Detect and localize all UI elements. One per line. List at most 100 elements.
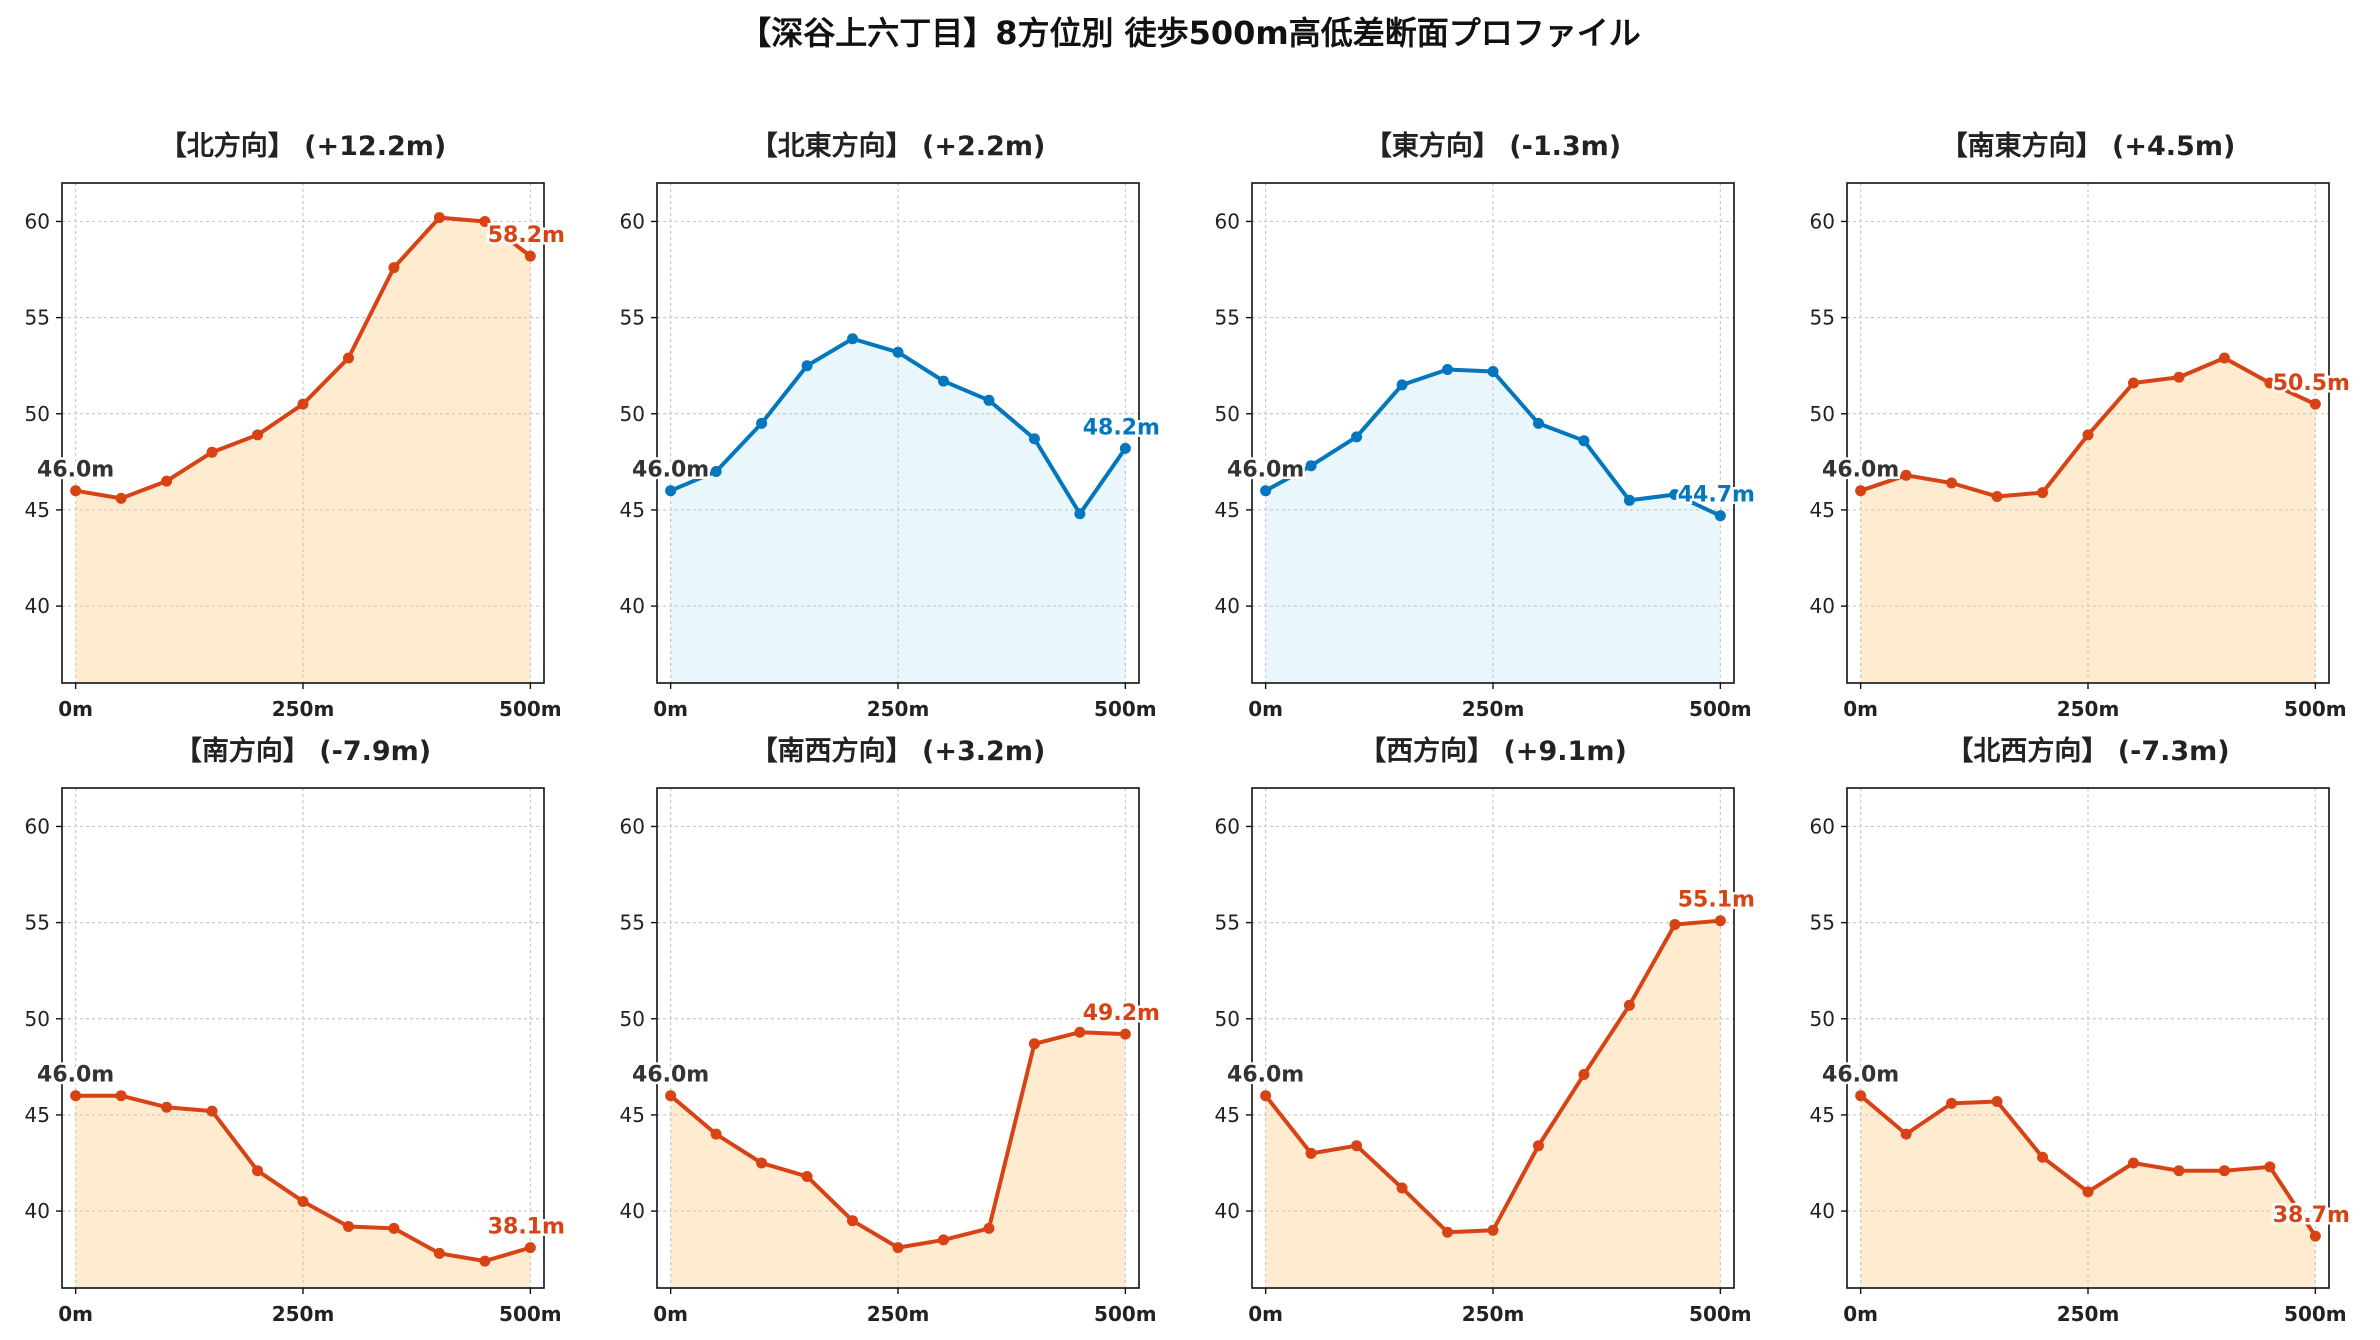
data-point [2127,1157,2139,1169]
x-tick-label: 500m [499,697,562,721]
data-point [983,1222,995,1234]
y-tick-label: 50 [1810,402,1835,426]
data-point [1260,1090,1272,1102]
data-point [433,1247,445,1259]
data-point [801,1170,813,1182]
end-elevation-label: 49.2m [1083,1001,1160,1026]
data-point [433,212,445,224]
x-tick-label: 250m [1462,697,1525,721]
data-point [1855,1090,1867,1102]
y-tick-label: 60 [1215,814,1240,838]
data-point [252,1165,264,1177]
data-point [1074,1026,1086,1038]
data-point [1396,1182,1408,1194]
y-tick-label: 40 [25,594,50,618]
data-point [1623,999,1635,1011]
data-point [1991,1095,2003,1107]
data-point [2309,1230,2321,1242]
data-point [1532,1140,1544,1152]
data-point [70,485,82,497]
elevation-chart-0: 【北方向】 (+12.2m) 40 45 50 55 60 0m 250m 500m 46.0m 5… [25,130,568,721]
x-tick-label: 250m [272,1302,335,1326]
elevation-chart-1: 【北東方向】 (+2.2m) 40 45 50 55 60 0m 250m 500m 46.0m 4… [620,130,1163,721]
start-elevation-label: 46.0m [1227,1063,1304,1088]
data-point [710,1128,722,1140]
data-point [1119,442,1131,454]
data-point [161,475,173,487]
data-point [2264,377,2276,389]
data-point [1351,1140,1363,1152]
start-elevation-label: 46.0m [632,1063,709,1088]
data-point [2173,371,2185,383]
start-elevation-label: 46.0m [1822,458,1899,483]
data-point [388,1222,400,1234]
data-point [2218,1165,2230,1177]
start-elevation-label: 46.0m [632,458,709,483]
data-point [2082,429,2094,441]
end-elevation-label: 55.1m [1678,888,1755,913]
y-tick-label: 40 [1810,594,1835,618]
area-fill [670,1032,1126,1288]
elevation-chart-4: 【南方向】 (-7.9m) 40 45 50 55 60 0m 250m 500m 46.0m 38… [25,735,568,1326]
y-tick-label: 50 [620,402,645,426]
data-point [710,465,722,477]
data-point [1855,485,1867,497]
y-tick-label: 55 [25,306,50,330]
data-point [1396,379,1408,391]
y-tick-label: 45 [1215,498,1240,522]
data-point [1578,435,1590,447]
y-tick-label: 45 [1810,1103,1835,1127]
x-tick-label: 500m [2284,697,2347,721]
start-elevation-label: 46.0m [37,458,114,483]
x-tick-label: 250m [867,1302,930,1326]
chart-title: 【西方向】 (+9.1m) [1359,735,1627,767]
chart-title: 【東方向】 (-1.3m) [1365,130,1621,162]
data-point [252,429,264,441]
y-tick-label: 40 [25,1199,50,1223]
y-tick-label: 60 [1810,209,1835,233]
data-point [1074,508,1086,520]
data-point [2082,1186,2094,1198]
data-point [1028,1038,1040,1050]
y-tick-label: 50 [1215,402,1240,426]
end-elevation-label: 38.7m [2273,1203,2350,1228]
data-point [1305,460,1317,472]
y-tick-label: 40 [1215,594,1240,618]
data-point [1578,1069,1590,1081]
data-point [1669,919,1681,931]
x-tick-label: 500m [2284,1302,2347,1326]
end-elevation-label: 50.5m [2273,371,2350,396]
data-point [206,446,218,458]
data-point [1442,1226,1454,1238]
data-point [70,1090,82,1102]
y-tick-label: 55 [25,911,50,935]
x-tick-label: 0m [653,1302,688,1326]
data-point [1028,433,1040,445]
y-tick-label: 45 [25,1103,50,1127]
data-point [297,1195,309,1207]
data-point [983,394,995,406]
y-tick-label: 55 [620,306,645,330]
y-tick-label: 45 [620,1103,645,1127]
data-point [2037,487,2049,499]
data-point [297,398,309,410]
x-tick-label: 500m [1094,1302,1157,1326]
y-tick-label: 60 [1215,209,1240,233]
data-point [388,262,400,274]
y-tick-label: 50 [1215,1007,1240,1031]
data-point [1260,485,1272,497]
y-tick-label: 45 [25,498,50,522]
y-tick-label: 50 [1810,1007,1835,1031]
y-tick-label: 55 [620,911,645,935]
chart-title: 【北東方向】 (+2.2m) [751,130,1046,162]
y-tick-label: 60 [1810,814,1835,838]
x-tick-label: 500m [1689,697,1752,721]
area-fill [670,338,1126,683]
data-point [847,333,859,345]
y-tick-label: 40 [620,594,645,618]
chart-title: 【南西方向】 (+3.2m) [751,735,1046,767]
x-tick-label: 250m [1462,1302,1525,1326]
data-point [2218,352,2230,364]
x-tick-label: 500m [1094,697,1157,721]
area-fill [75,1095,531,1288]
